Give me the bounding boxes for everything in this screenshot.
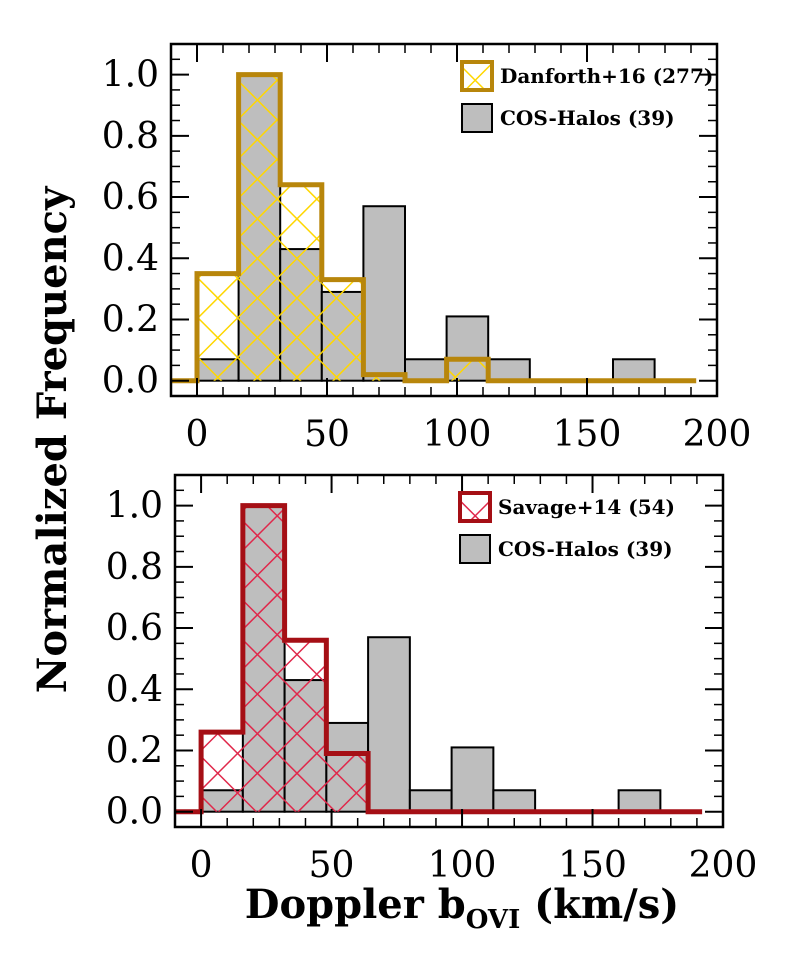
bar <box>612 358 656 382</box>
y-axis-label: Normalized Frequency <box>29 185 76 693</box>
y-tick-label: 0.8 <box>106 547 163 588</box>
x-axis-label-main: Doppler b <box>245 881 466 928</box>
legend-swatch-gray <box>459 534 491 564</box>
bar <box>321 279 364 381</box>
x-tick-label: 50 <box>309 845 355 886</box>
histogram-outline <box>175 503 703 815</box>
ticks-bottom: 0.0 0.2 0.4 0.6 0.8 1.0 0 50 100 150 200 <box>106 475 758 886</box>
y-tick-label: 0.4 <box>102 238 159 279</box>
legend-label: COS-Halos (39) <box>498 537 673 561</box>
ticks-top: 0.0 0.2 0.4 0.6 0.8 1.0 0 50 100 150 200 <box>102 44 752 455</box>
x-tick-label: 150 <box>553 414 622 455</box>
x-tick-label: 200 <box>689 845 758 886</box>
bar <box>446 359 489 381</box>
y-tick-label: 1.0 <box>106 486 163 527</box>
legend-top: Danforth+16 (277) COS-Halos (39) <box>460 60 713 133</box>
panel-top: 0.0 0.2 0.4 0.6 0.8 1.0 0 50 100 150 200 Danforth+… <box>102 42 752 455</box>
bar <box>408 789 453 813</box>
legend-label: Savage+14 (54) <box>498 495 675 519</box>
y-tick-label: 0.6 <box>102 177 159 218</box>
legend-label: COS-Halos (39) <box>500 106 675 130</box>
bar <box>487 358 531 382</box>
bar <box>450 746 495 813</box>
legend-swatch-hatched <box>458 491 492 523</box>
bar <box>492 789 537 813</box>
histogram-outline <box>171 72 697 384</box>
bars-bottom <box>175 503 703 815</box>
x-tick-label: 100 <box>428 845 497 886</box>
bar <box>362 205 406 382</box>
legend-swatch-hatched <box>460 60 494 92</box>
x-axis-label-unit: (km/s) <box>520 881 679 928</box>
bars-top <box>171 72 697 384</box>
legend-bottom: Savage+14 (54) COS-Halos (39) <box>458 491 675 564</box>
x-axis-label-sub: OVI <box>466 905 521 935</box>
bar <box>404 358 448 382</box>
x-tick-label: 0 <box>190 845 213 886</box>
bar <box>201 732 243 812</box>
legend-label: Danforth+16 (277) <box>500 64 713 88</box>
bar <box>242 505 285 812</box>
x-axis-label: Doppler bOVI (km/s) <box>245 881 679 935</box>
x-tick-label: 50 <box>304 414 350 455</box>
bar <box>367 636 411 813</box>
y-tick-label: 0.0 <box>102 361 159 402</box>
y-tick-label: 1.0 <box>102 55 159 96</box>
y-tick-label: 0.8 <box>102 116 159 157</box>
bar <box>617 789 662 813</box>
y-tick-label: 0.4 <box>106 669 163 710</box>
y-tick-label: 0.2 <box>102 299 159 340</box>
y-tick-label: 0.2 <box>106 730 163 771</box>
x-tick-label: 150 <box>558 845 627 886</box>
bar <box>326 753 369 812</box>
bar <box>197 273 239 381</box>
panel-bottom: 0.0 0.2 0.4 0.6 0.8 1.0 0 50 100 150 200 Savage+14… <box>106 473 758 886</box>
axes-frame-bottom <box>173 473 725 829</box>
y-tick-label: 0.0 <box>106 792 163 833</box>
legend-swatch-gray <box>461 103 493 133</box>
y-tick-label: 0.6 <box>106 608 163 649</box>
axes-frame-top <box>169 42 719 398</box>
bar <box>280 184 322 381</box>
bar <box>363 374 405 381</box>
series-danforth-16-277 <box>171 72 697 384</box>
series-savage-14-54 <box>175 503 703 815</box>
x-tick-label: 0 <box>186 414 209 455</box>
x-tick-label: 100 <box>423 414 492 455</box>
bar <box>238 74 281 381</box>
x-tick-label: 200 <box>683 414 752 455</box>
bar <box>284 640 327 812</box>
